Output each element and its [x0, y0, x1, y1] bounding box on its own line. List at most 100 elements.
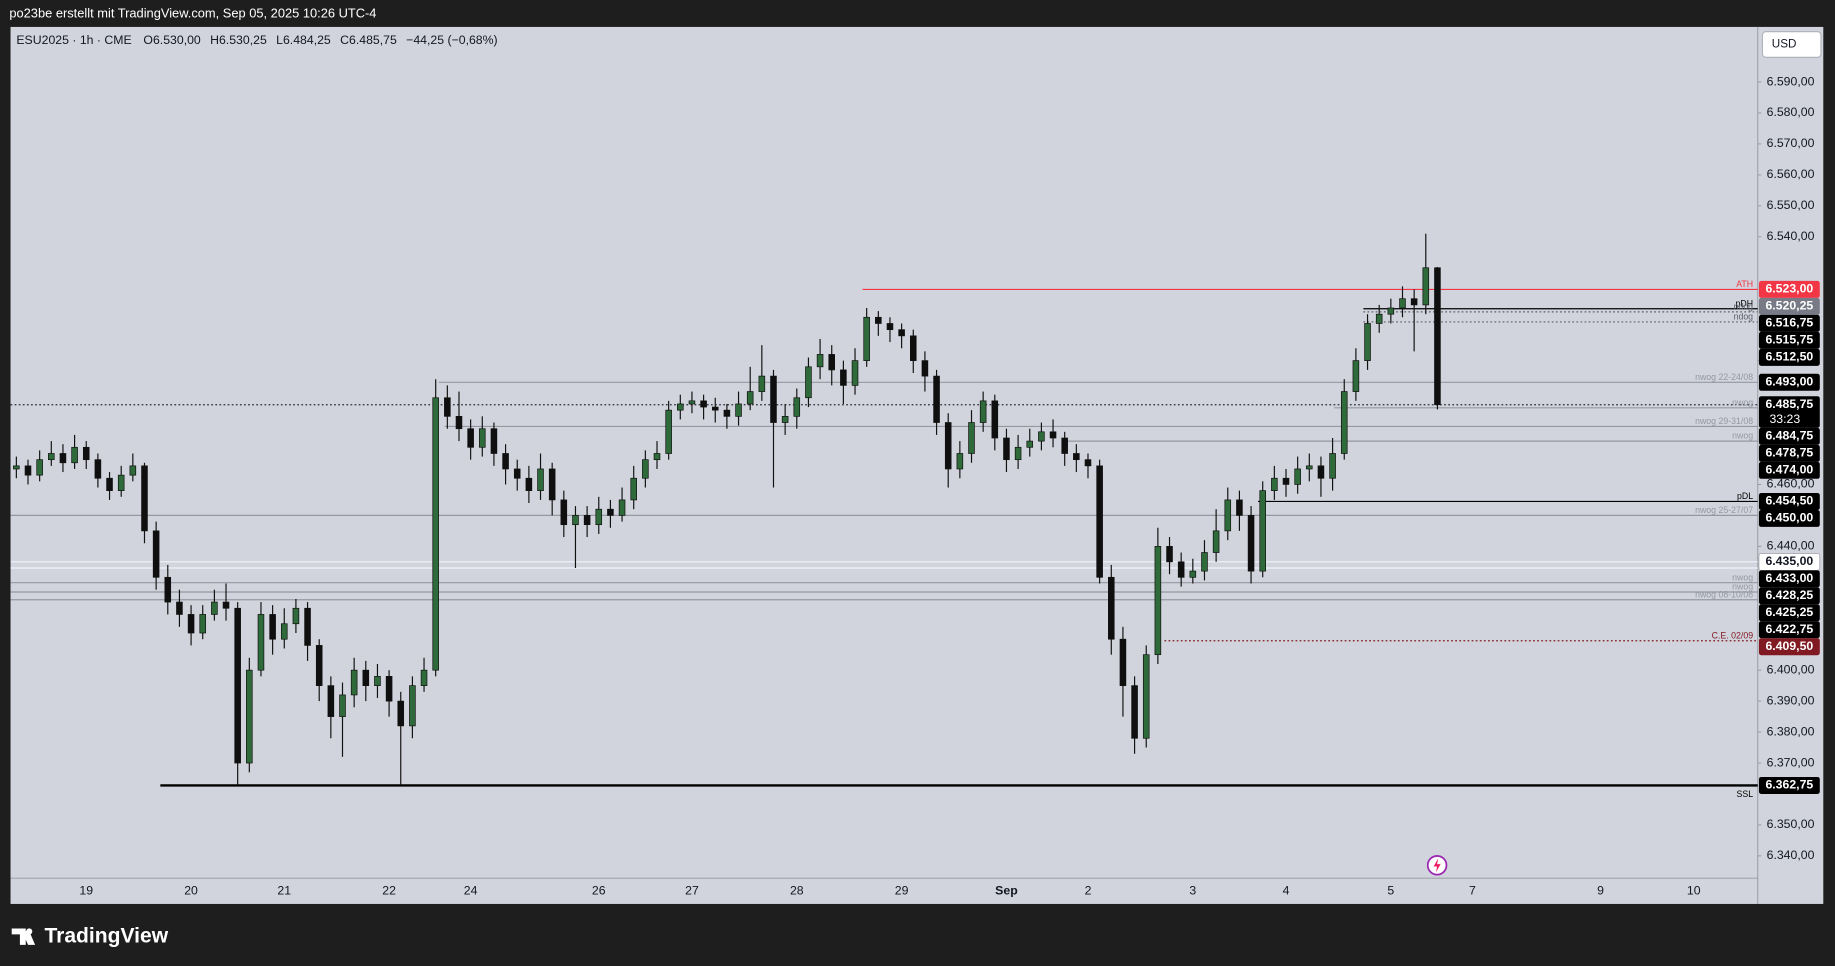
price-badge [1758, 331, 1820, 349]
candle-body [269, 614, 276, 640]
candle-body [1154, 545, 1162, 656]
candle-body [467, 428, 474, 448]
level-label: nwog 29-31/08 [1695, 416, 1753, 426]
y-tick-label: 6.590,00 [1767, 74, 1815, 88]
candle-body [1352, 360, 1360, 392]
price-badge-label: 6.516,75 [1765, 316, 1813, 330]
candle-body [397, 700, 405, 727]
candle-body [257, 614, 265, 671]
level-label: nwog 22-24/08 [1695, 372, 1753, 382]
candle-body [444, 397, 451, 417]
countdown: 33:23 [1769, 412, 1800, 426]
candle-body [199, 614, 207, 634]
currency[interactable]: USD [1772, 38, 1797, 51]
legend-open: O6.530,00 [143, 33, 201, 47]
x-tick-label: 29 [895, 883, 909, 897]
candle-body [851, 360, 859, 386]
x-tick-label: 22 [382, 883, 396, 897]
candle-body [1247, 515, 1255, 572]
candle-body [1399, 298, 1406, 309]
candle-body [653, 453, 661, 461]
level-label: nwog 08-10/08 [1695, 589, 1753, 599]
candle-body [1201, 552, 1208, 572]
candle-body [129, 465, 137, 476]
candle-body [1108, 576, 1115, 640]
candle-body [1131, 685, 1138, 739]
candle-body [164, 576, 172, 603]
symbol: ESU2025 · 1h · CME [16, 33, 131, 47]
alert-icon-bolt [1433, 858, 1441, 873]
level-label: pDL [1737, 491, 1753, 501]
candle-body [700, 400, 707, 408]
legend-change: −44,25 (−0,68%) [406, 33, 497, 47]
candle-body [1375, 313, 1383, 324]
x-tick-label: 4 [1283, 883, 1290, 897]
price-badge [1758, 427, 1820, 445]
candle-body [746, 391, 754, 405]
candle-body [1329, 453, 1336, 479]
candle-body [793, 397, 801, 417]
candle-body [502, 453, 509, 470]
y-tick-label: 6.550,00 [1767, 198, 1815, 212]
legend-low: L6.484,25 [276, 33, 331, 47]
x-tick-label: 20 [184, 883, 198, 897]
candle-body [898, 329, 905, 337]
candle-body [432, 397, 439, 671]
candle-body [117, 474, 125, 491]
candle-body [583, 515, 591, 526]
price-badge-label: 6.520,25 [1765, 299, 1813, 313]
candle-body [607, 508, 614, 516]
candle-body [1434, 267, 1441, 406]
brand-logo-dot [26, 928, 33, 935]
x-tick-label: 10 [1687, 883, 1701, 897]
price-badge-label: 6.454,50 [1765, 494, 1813, 508]
candle-body [956, 453, 964, 470]
price-badge-label: 6.450,00 [1765, 511, 1813, 525]
axis-labels: 6.590,00 6.580,00 6.570,00 6.560,00 6.550,00… [79, 74, 1814, 897]
x-tick-label: 2 [1085, 883, 1092, 897]
price-badge [1758, 509, 1820, 527]
candle-body [525, 477, 533, 491]
price-badge [1758, 638, 1820, 656]
price-badge [1758, 621, 1820, 639]
candle-body [537, 468, 544, 491]
candle-body [339, 694, 346, 717]
candle-body [94, 459, 102, 479]
price-badge [1758, 604, 1820, 622]
candle-body [1259, 490, 1266, 572]
candle-body [211, 601, 218, 615]
candle-body [513, 468, 521, 479]
candle-body [455, 415, 463, 430]
candle-body [1282, 477, 1290, 485]
y-tick-label: 6.460,00 [1767, 477, 1815, 491]
currency-button[interactable] [1761, 31, 1822, 58]
price-badge-label: 6.362,75 [1765, 778, 1813, 792]
ohlc-legend: ESU2025 · 1h · CME O6.530,00 H6.530,25 L6.4… [16, 33, 497, 47]
candle-body [1038, 431, 1045, 442]
candle-body [711, 406, 719, 411]
candle-body [48, 453, 55, 461]
candle-body [944, 422, 952, 470]
candle-body [409, 685, 416, 727]
price-badge [1758, 461, 1820, 479]
price-badge-label: 6.422,75 [1765, 622, 1813, 636]
candle-body [176, 601, 183, 615]
candle-body [886, 323, 894, 331]
candle-body [1014, 446, 1022, 461]
y-tick-label: 6.370,00 [1767, 755, 1815, 769]
candle-body [1224, 499, 1232, 532]
price-badge-label: 6.512,50 [1765, 350, 1813, 364]
price-badge-label: 6.523,00 [1765, 282, 1813, 296]
candle-body [1073, 453, 1080, 461]
legend-close: C6.485,75 [340, 33, 397, 47]
candle-body [979, 400, 987, 423]
candle-body [840, 369, 847, 386]
candle-body [374, 676, 381, 686]
candle-body [292, 607, 300, 625]
price-badge-label: 6.474,00 [1765, 463, 1813, 477]
price-badge-label: 6.478,75 [1765, 446, 1813, 460]
candle-body [304, 607, 311, 646]
candle-body [642, 459, 649, 479]
candle-body [909, 335, 917, 361]
price-badge [1758, 280, 1820, 298]
